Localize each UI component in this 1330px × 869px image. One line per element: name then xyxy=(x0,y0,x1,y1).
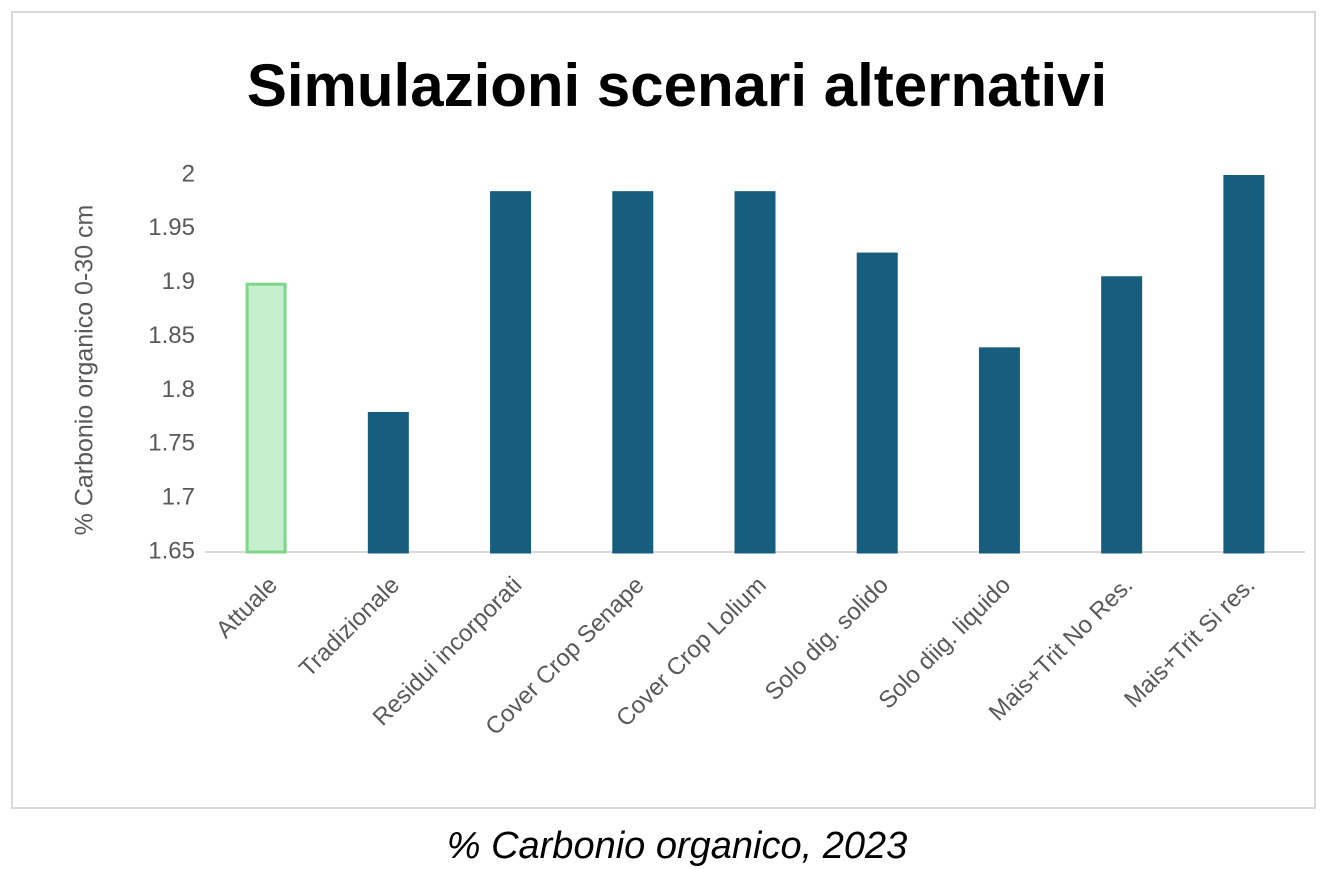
bar xyxy=(612,191,654,554)
y-tick-label: 1.9 xyxy=(162,268,195,295)
bar xyxy=(1101,276,1143,554)
chart-frame xyxy=(11,11,1316,809)
y-tick-label: 2 xyxy=(182,160,195,187)
bar xyxy=(978,347,1020,554)
y-axis-label: % Carbonio organico 0-30 cm xyxy=(71,205,99,536)
y-tick-label: 1.8 xyxy=(162,376,195,403)
bar xyxy=(1223,175,1265,554)
y-tick-label: 1.7 xyxy=(162,483,195,510)
bar xyxy=(490,191,532,554)
y-tick-label: 1.65 xyxy=(148,537,195,564)
bar xyxy=(245,282,287,554)
y-tick-label: 1.85 xyxy=(148,322,195,349)
chart-title: Simulazioni scenari alternativi xyxy=(247,52,1107,119)
y-tick-label: 1.95 xyxy=(148,214,195,241)
y-tick-label: 1.75 xyxy=(148,430,195,457)
bar xyxy=(734,191,776,554)
bar xyxy=(367,411,409,554)
bar xyxy=(856,252,898,554)
caption: % Carbonio organico, 2023 xyxy=(447,825,908,867)
